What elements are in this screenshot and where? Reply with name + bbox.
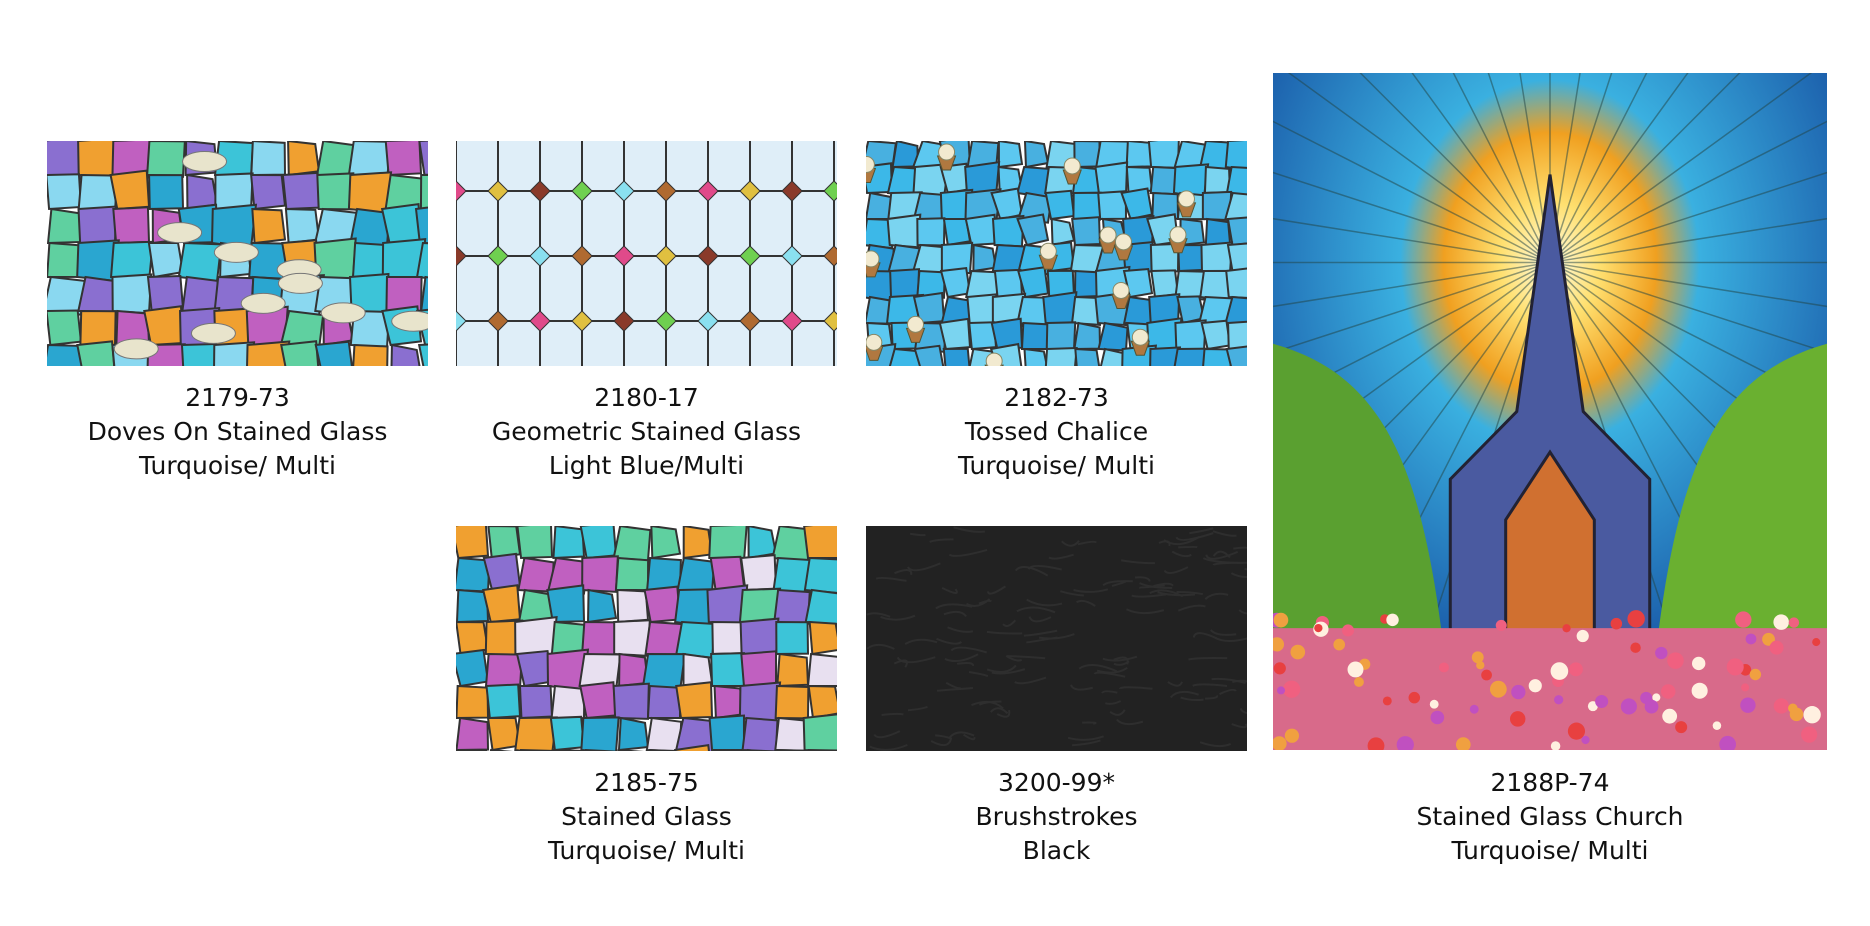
product-color: Turquoise/ Multi: [958, 451, 1155, 480]
product-name: Brushstrokes: [975, 802, 1138, 831]
product-color: Light Blue/Multi: [548, 451, 745, 480]
product-name: Geometric Stained Glass: [491, 417, 802, 446]
caption: 2180-17 Geometric Stained Glass Light Blue…: [416, 381, 877, 483]
product-code: 3200-99*: [998, 768, 1115, 797]
product-code: 2185-75: [594, 768, 699, 797]
fabric-swatch[interactable]: [866, 526, 1247, 751]
fabric-swatch[interactable]: [1273, 73, 1827, 750]
caption: 3200-99* Brushstrokes Black: [826, 766, 1287, 868]
fabric-swatch[interactable]: [47, 141, 428, 366]
swatch-image: [47, 141, 428, 366]
product-color: Turquoise/ Multi: [548, 836, 745, 865]
fabric-swatch[interactable]: [456, 141, 837, 366]
caption: 2185-75 Stained Glass Turquoise/ Multi: [416, 766, 877, 868]
product-code: 2188P-74: [1490, 768, 1610, 797]
swatch-image: [866, 526, 1247, 751]
product-color: Turquoise/ Multi: [1451, 836, 1649, 865]
product-name: Stained Glass Church: [1416, 802, 1684, 831]
caption: 2182-73 Tossed Chalice Turquoise/ Multi: [826, 381, 1287, 483]
product-name: Tossed Chalice: [964, 417, 1149, 446]
product-color: Turquoise/ Multi: [139, 451, 336, 480]
fabric-swatch[interactable]: [456, 526, 837, 751]
product-name: Stained Glass: [561, 802, 732, 831]
fabric-swatch[interactable]: [866, 141, 1247, 366]
swatch-image: [866, 141, 1247, 366]
product-color: Black: [1022, 836, 1091, 865]
swatch-image: [1273, 73, 1827, 750]
caption: 2188P-74 Stained Glass Church Turquoise/ M…: [1233, 766, 1867, 868]
product-code: 2182-73: [1004, 383, 1109, 412]
swatch-image: [456, 526, 837, 751]
product-name: Doves On Stained Glass: [87, 417, 388, 446]
swatch-image: [456, 141, 837, 366]
caption: 2179-73 Doves On Stained Glass Turquoise/ …: [7, 381, 468, 483]
product-code: 2180-17: [594, 383, 699, 412]
product-code: 2179-73: [185, 383, 290, 412]
